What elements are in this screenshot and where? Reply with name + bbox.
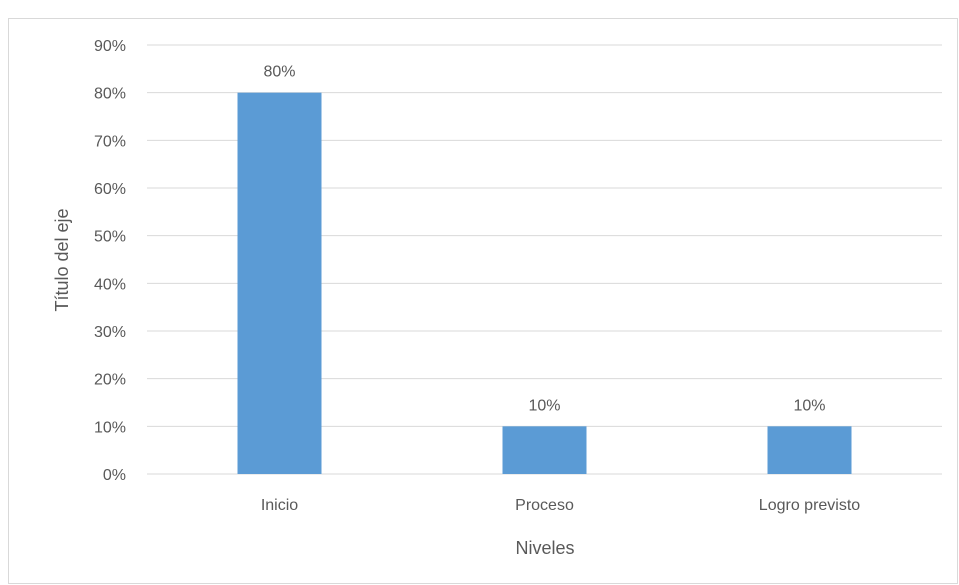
x-category-label: Inicio (261, 497, 298, 514)
y-tick-label: 30% (94, 324, 126, 341)
bar-proceso (502, 426, 587, 474)
y-tick-label: 50% (94, 229, 126, 246)
x-axis-categories: Inicio Proceso Logro previsto (261, 497, 860, 514)
data-label: 10% (528, 397, 560, 414)
y-tick-label: 80% (94, 86, 126, 103)
y-axis-title: Título del eje (52, 208, 72, 311)
data-label: 80% (263, 64, 295, 81)
y-tick-label: 90% (94, 38, 126, 55)
chart-frame (8, 18, 958, 584)
y-tick-label: 40% (94, 276, 126, 293)
y-tick-label: 0% (103, 467, 126, 484)
y-axis-ticks: 0% 10% 20% 30% 40% 50% 60% 70% 80% 90% (94, 38, 126, 484)
bar-logro-previsto (767, 426, 852, 474)
x-axis-title: Niveles (515, 538, 574, 558)
x-category-label: Proceso (515, 497, 574, 514)
y-tick-label: 70% (94, 133, 126, 150)
bar-inicio (237, 92, 322, 475)
y-tick-label: 10% (94, 419, 126, 436)
data-label: 10% (793, 397, 825, 414)
x-category-label: Logro previsto (759, 497, 860, 514)
data-labels: 80% 10% 10% (263, 64, 825, 415)
y-tick-label: 20% (94, 372, 126, 389)
y-tick-label: 60% (94, 181, 126, 198)
bars (237, 92, 852, 475)
